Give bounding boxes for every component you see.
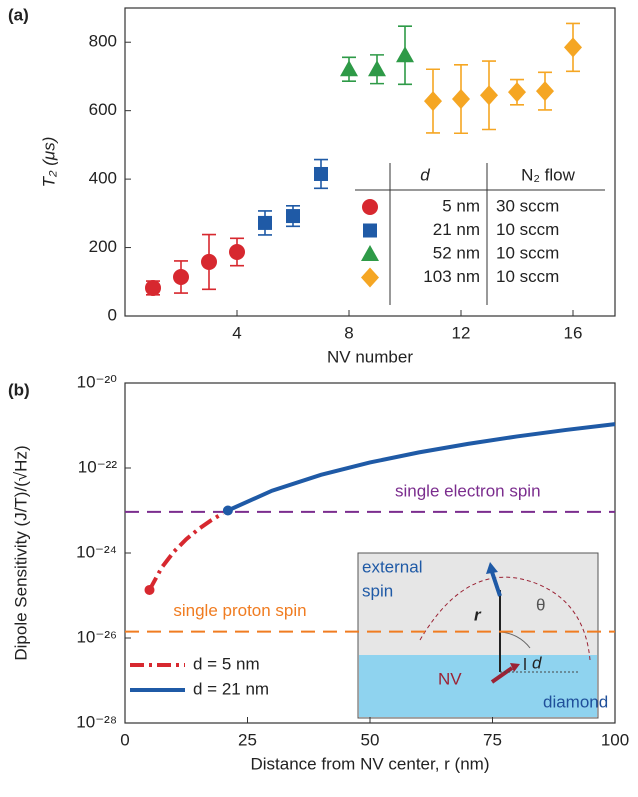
point <box>362 199 378 215</box>
legend-label: d = 5 nm <box>193 654 260 673</box>
legend-label: d = 21 nm <box>193 679 269 698</box>
point <box>396 46 414 63</box>
y-tick-label: 10⁻²⁰ <box>77 372 118 391</box>
x-tick-label: 12 <box>452 323 471 342</box>
y-tick-label: 10⁻²⁴ <box>76 542 117 561</box>
x-tick-label: 8 <box>344 323 353 342</box>
legend-label: 21 nm <box>433 220 480 239</box>
legend-flow: 10 sccm <box>496 243 559 262</box>
x-tick-label: 50 <box>361 730 380 749</box>
x-tick-label: 25 <box>238 730 257 749</box>
x-tick-label: 4 <box>232 323 241 342</box>
x-axis-label: NV number <box>327 347 413 366</box>
legend-flow: 30 sccm <box>496 196 559 215</box>
inset-label: diamond <box>543 692 608 711</box>
point <box>536 81 554 102</box>
point <box>424 91 442 112</box>
legend-flow: 10 sccm <box>496 220 559 239</box>
end-point <box>144 584 155 595</box>
inset-label: r <box>474 605 482 624</box>
x-tick-label: 16 <box>564 323 583 342</box>
x-tick-label: 75 <box>483 730 502 749</box>
point <box>363 223 377 238</box>
point <box>564 37 582 58</box>
x-axis-label: Distance from NV center, r (nm) <box>250 754 489 773</box>
point <box>145 279 161 296</box>
point <box>368 60 386 77</box>
point <box>173 268 189 285</box>
external-spin-arrow <box>490 571 502 597</box>
legend-flow: 10 sccm <box>496 267 559 286</box>
y-tick-label: 600 <box>89 100 117 119</box>
y-tick-label: 400 <box>89 169 117 188</box>
reference-label: single electron spin <box>395 481 541 500</box>
inset-label: θ <box>536 595 545 614</box>
point <box>361 245 379 261</box>
y-tick-label: 10⁻²⁸ <box>76 712 117 731</box>
y-axis-label: T₂ (μs) <box>39 137 58 188</box>
inset-label: spin <box>362 581 393 600</box>
point <box>340 60 358 77</box>
y-axis-label: Dipole Sensitivity (J/T)/(√Hz) <box>11 445 30 660</box>
y-tick-label: 10⁻²² <box>78 457 118 476</box>
point <box>258 215 272 230</box>
end-point <box>222 505 233 516</box>
x-tick-label: 100 <box>601 730 629 749</box>
point <box>201 253 217 270</box>
panel-label: (a) <box>8 5 29 24</box>
legend-label: 5 nm <box>442 196 480 215</box>
diamond-block <box>359 655 597 717</box>
reference-label: single proton spin <box>173 601 306 620</box>
y-tick-label: 10⁻²⁶ <box>76 627 117 646</box>
inset <box>357 552 599 719</box>
y-tick-label: 800 <box>89 32 117 51</box>
legend-header: d <box>420 165 430 184</box>
curve <box>147 511 225 591</box>
legend-header: N₂ flow <box>521 165 576 184</box>
curve <box>227 422 616 513</box>
point <box>452 89 470 110</box>
nv-arrow <box>490 666 514 684</box>
y-tick-label: 0 <box>108 305 117 324</box>
point <box>229 244 245 261</box>
plot-frame <box>124 7 616 317</box>
point <box>361 267 379 288</box>
panel-label: (b) <box>8 380 30 399</box>
inset-label: NV <box>438 669 462 688</box>
arrow-head <box>486 562 498 574</box>
field-line <box>419 576 591 661</box>
arrow-head <box>510 663 520 672</box>
inset-label: external <box>362 557 422 576</box>
point <box>508 82 526 103</box>
x-tick-label: 0 <box>120 730 129 749</box>
legend-label: 52 nm <box>433 243 480 262</box>
inset-label: d <box>532 653 542 672</box>
point <box>480 85 498 106</box>
point <box>286 209 300 224</box>
legend-label: 103 nm <box>423 267 480 286</box>
y-tick-label: 200 <box>89 237 117 256</box>
point <box>314 166 328 181</box>
